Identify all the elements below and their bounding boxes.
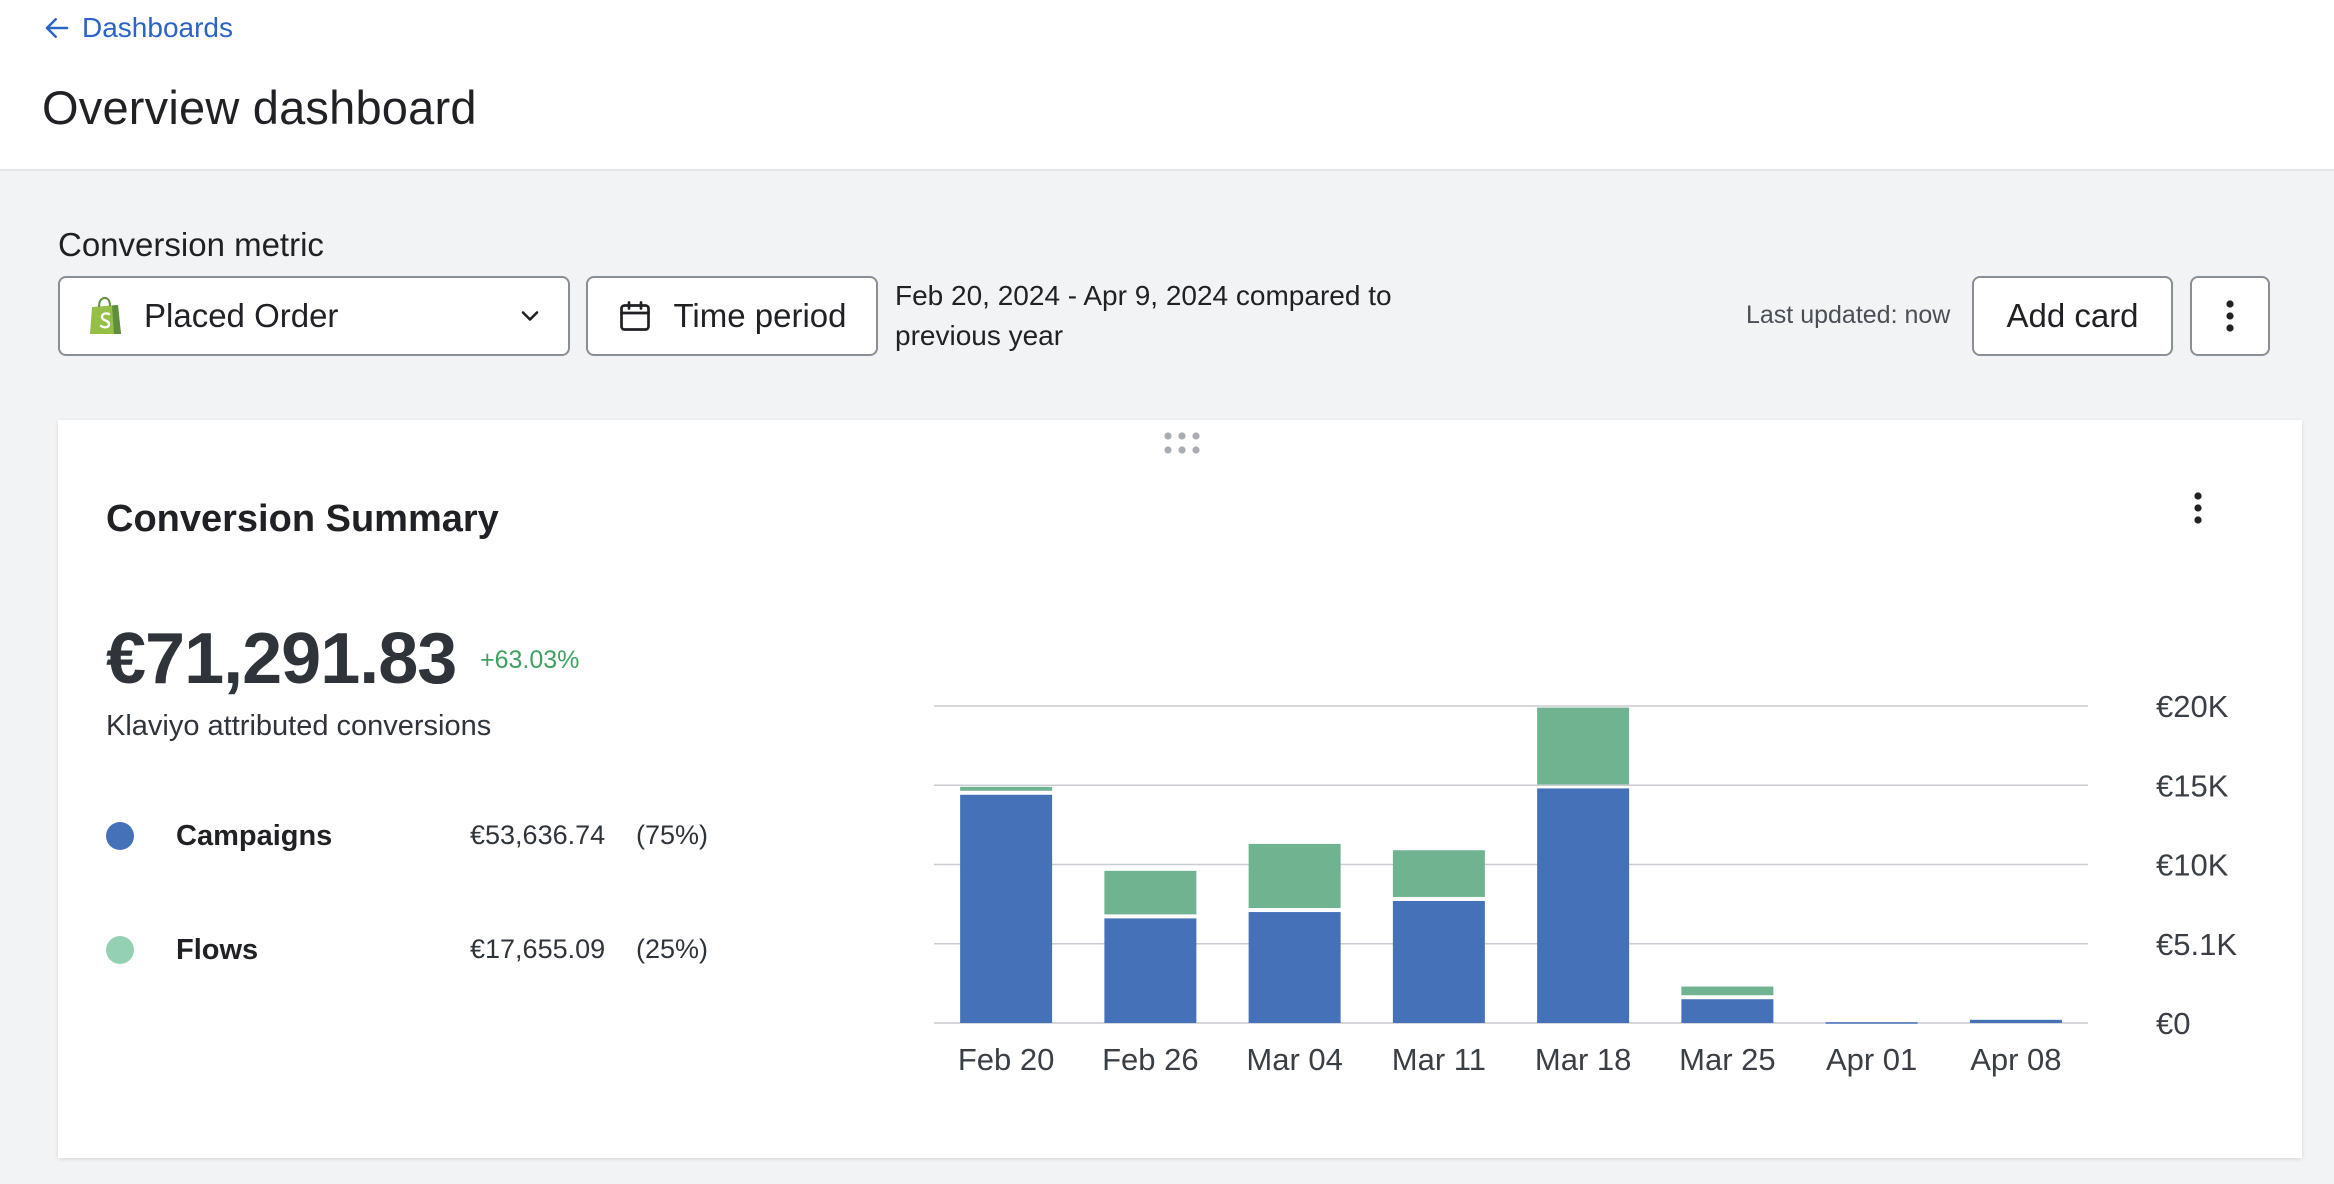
bar-campaigns[interactable] <box>1681 999 1774 1023</box>
bar-campaigns[interactable] <box>1537 788 1630 1023</box>
x-tick-label: Apr 08 <box>1970 1042 2061 1077</box>
drag-handle-icon[interactable] <box>1162 430 1202 456</box>
y-tick-label: €15K <box>2156 768 2229 803</box>
x-tick-label: Mar 04 <box>1246 1042 1342 1077</box>
bar-flows[interactable] <box>960 786 1053 791</box>
metric-subtitle: Klaviyo attributed conversions <box>106 710 492 742</box>
more-vertical-icon <box>2194 492 2202 524</box>
bar-flows[interactable] <box>1248 843 1341 909</box>
arrow-left-icon <box>45 18 69 38</box>
y-tick-label: €0 <box>2156 1006 2190 1041</box>
legend-percent: (25%) <box>636 934 709 964</box>
time-period-button[interactable]: Time period <box>586 276 878 356</box>
calendar-icon <box>620 301 651 331</box>
legend-item-campaigns: Campaigns €53,636.74 (75%) <box>106 816 726 856</box>
shopify-bag-icon <box>90 296 121 334</box>
bar-campaigns[interactable] <box>1392 900 1485 1023</box>
legend-dot <box>106 936 134 964</box>
bar-campaigns[interactable] <box>1969 1019 2062 1023</box>
bar-flows[interactable] <box>1104 870 1197 915</box>
legend-amount: €53,636.74 <box>470 820 606 850</box>
back-to-dashboards-link[interactable]: Dashboards <box>42 12 233 44</box>
x-tick-label: Feb 20 <box>958 1042 1055 1077</box>
last-updated-text: Last updated: now <box>1746 301 1951 329</box>
x-tick-label: Feb 26 <box>1102 1042 1199 1077</box>
x-tick-label: Mar 18 <box>1535 1042 1631 1077</box>
more-vertical-icon <box>2226 300 2234 332</box>
y-tick-label: €20K <box>2156 689 2229 724</box>
legend-amount: €17,655.09 <box>470 934 606 964</box>
legend-label: Flows <box>176 934 259 966</box>
x-tick-label: Mar 11 <box>1392 1042 1486 1077</box>
chevron-down-icon <box>521 311 539 321</box>
legend-label: Campaigns <box>176 820 333 852</box>
y-tick-label: €5.1K <box>2156 927 2237 962</box>
add-card-button[interactable]: Add card <box>1972 276 2173 356</box>
x-tick-label: Apr 01 <box>1826 1042 1917 1077</box>
conversion-metric-label: Conversion metric <box>58 226 324 263</box>
change-percentage: +63.03% <box>480 646 580 674</box>
total-conversion-value: €71,291.83 <box>106 619 457 699</box>
bar-campaigns[interactable] <box>1825 1022 1918 1024</box>
bar-campaigns[interactable] <box>960 794 1053 1023</box>
page-title: Overview dashboard <box>42 81 477 134</box>
back-link-label: Dashboards <box>82 12 233 43</box>
conversion-summary-card: Conversion Summary €71,291.83 +63.03% Kl… <box>58 420 2302 1158</box>
top-bar: Dashboards Overview dashboard <box>0 0 2334 171</box>
legend-item-flows: Flows €17,655.09 (25%) <box>106 930 726 970</box>
legend-percent: (75%) <box>636 820 709 850</box>
conversion-metric-select[interactable]: Placed Order <box>58 276 570 356</box>
bar-flows[interactable] <box>1681 986 1774 996</box>
conversion-bar-chart: €0 €5.1K €10K €15K €20K Feb 20 Feb 26 Mar 04 Mar… <box>934 689 2237 1077</box>
bar-flows[interactable] <box>1392 850 1485 897</box>
dashboard-more-options-button[interactable] <box>2190 276 2270 356</box>
bar-flows[interactable] <box>1537 707 1630 785</box>
bar-campaigns[interactable] <box>1104 918 1197 1023</box>
metric-select-value: Placed Order <box>144 297 339 334</box>
time-period-label: Time period <box>673 297 847 334</box>
y-tick-label: €10K <box>2156 848 2229 883</box>
bar-campaigns[interactable] <box>1248 912 1341 1023</box>
card-title: Conversion Summary <box>106 498 499 540</box>
legend-dot <box>106 822 134 850</box>
date-range-text: Feb 20, 2024 - Apr 9, 2024 compared to p… <box>895 280 1392 351</box>
card-more-options-button[interactable] <box>2186 486 2210 530</box>
x-tick-label: Mar 25 <box>1679 1042 1775 1077</box>
